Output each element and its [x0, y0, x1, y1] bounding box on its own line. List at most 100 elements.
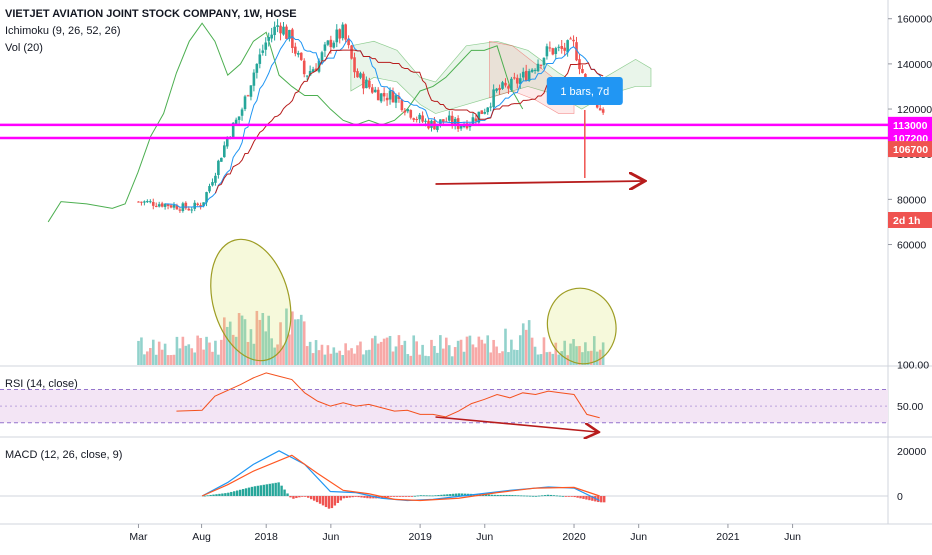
- macd-histogram-bar: [570, 496, 573, 497]
- candle-body: [199, 205, 202, 207]
- macd-histogram-bar: [529, 495, 532, 497]
- candle-body: [151, 201, 155, 206]
- ichimoku-legend[interactable]: Ichimoku (9, 26, 52, 26): [5, 25, 121, 37]
- candle-body: [175, 205, 179, 210]
- macd-histogram-bar: [597, 496, 600, 503]
- macd-histogram-bar: [484, 494, 488, 496]
- volume-bar: [560, 351, 564, 365]
- macd-histogram-bar: [540, 495, 544, 497]
- volume-bar: [572, 339, 575, 365]
- macd-histogram-bar: [333, 496, 337, 506]
- macd-histogram-bar: [582, 496, 585, 499]
- candle-body: [314, 68, 318, 72]
- macd-histogram-bar: [416, 495, 419, 497]
- candle-body: [486, 107, 490, 113]
- volume-bar: [329, 353, 333, 365]
- candle-body: [480, 110, 484, 114]
- volume-bar: [288, 334, 291, 365]
- candle-body: [456, 118, 460, 129]
- volume-bar: [296, 319, 300, 365]
- volume-bar: [489, 352, 492, 365]
- candle-body: [421, 115, 424, 122]
- volume-bar: [326, 345, 330, 365]
- macd-histogram-bar: [369, 496, 372, 499]
- time-tick-label: Jun: [322, 531, 339, 543]
- candle-body: [249, 85, 253, 97]
- macd-histogram-bar: [422, 495, 425, 497]
- volume-bar: [353, 353, 356, 365]
- candle-body: [598, 108, 602, 111]
- volume-bar: [169, 355, 173, 365]
- candle-body: [288, 29, 291, 39]
- price-tick-label: 80000: [897, 194, 926, 206]
- candle-body: [516, 77, 519, 84]
- candle-body: [344, 24, 347, 40]
- macd-histogram-bar: [517, 495, 520, 497]
- measure-badge-text: 1 bars, 7d: [560, 86, 609, 98]
- volume-bar: [163, 343, 167, 365]
- candle-body: [196, 203, 199, 205]
- volume-bar: [477, 336, 481, 365]
- candle-body: [551, 48, 555, 55]
- volume-bar: [335, 352, 339, 365]
- kijun-sen-line: [214, 49, 604, 194]
- candle-body: [495, 88, 498, 91]
- candle-body: [572, 39, 575, 42]
- volume-bar: [302, 321, 306, 365]
- volume-bar: [513, 349, 516, 365]
- volume-bar: [498, 353, 501, 365]
- candle-body: [267, 37, 270, 41]
- candle-body: [252, 72, 256, 86]
- volume-bar: [436, 352, 439, 365]
- candle-body: [376, 89, 380, 101]
- candle-body: [149, 201, 152, 203]
- volume-bar: [590, 350, 593, 365]
- macd-histogram-bar: [600, 496, 603, 503]
- candle-body: [285, 26, 288, 39]
- volume-bar: [542, 337, 546, 365]
- macd-histogram-bar: [274, 482, 277, 496]
- macd-histogram-bar: [262, 484, 266, 496]
- tenkan-sen-line: [165, 36, 604, 208]
- macd-legend[interactable]: MACD (12, 26, close, 9): [5, 449, 123, 461]
- macd-histogram-bar: [277, 482, 280, 496]
- candle-body: [291, 29, 294, 48]
- rsi-legend[interactable]: RSI (14, close): [5, 378, 78, 390]
- macd-histogram-bar: [567, 496, 570, 497]
- candle-body: [347, 38, 350, 46]
- volume-bar: [308, 341, 312, 365]
- volume-bar: [370, 338, 374, 365]
- candle-body: [492, 89, 495, 108]
- macd-histogram-bar: [230, 491, 233, 496]
- macd-histogram-bar: [238, 489, 242, 496]
- volume-bar: [166, 355, 170, 365]
- volume-bar: [382, 338, 386, 365]
- time-tick-label: 2019: [408, 531, 432, 543]
- volume-bar: [234, 336, 238, 365]
- volume-bar: [196, 335, 199, 365]
- candle-body: [406, 109, 410, 112]
- candle-body: [536, 63, 540, 72]
- macd-histogram-bar: [280, 485, 283, 496]
- candle-body: [442, 119, 445, 122]
- volume-bar: [444, 337, 448, 365]
- candle-body: [302, 60, 306, 75]
- candle-body: [412, 118, 416, 120]
- macd-histogram-bar: [321, 496, 325, 506]
- candle-body: [385, 97, 389, 101]
- volume-bar: [365, 350, 368, 365]
- price-marker-badge: [888, 141, 932, 158]
- time-tick-label: Jun: [784, 531, 801, 543]
- macd-histogram-bar: [526, 495, 529, 497]
- macd-histogram-bar: [428, 495, 431, 497]
- volume-bar: [279, 322, 282, 365]
- macd-histogram-bar: [324, 496, 328, 508]
- macd-histogram-bar: [366, 496, 369, 499]
- volume-legend[interactable]: Vol (20): [5, 42, 43, 54]
- macd-histogram-bar: [360, 496, 363, 498]
- candle-body: [220, 157, 223, 162]
- volume-bar: [205, 336, 208, 365]
- candle-body: [270, 34, 273, 39]
- macd-histogram-bar: [339, 496, 342, 501]
